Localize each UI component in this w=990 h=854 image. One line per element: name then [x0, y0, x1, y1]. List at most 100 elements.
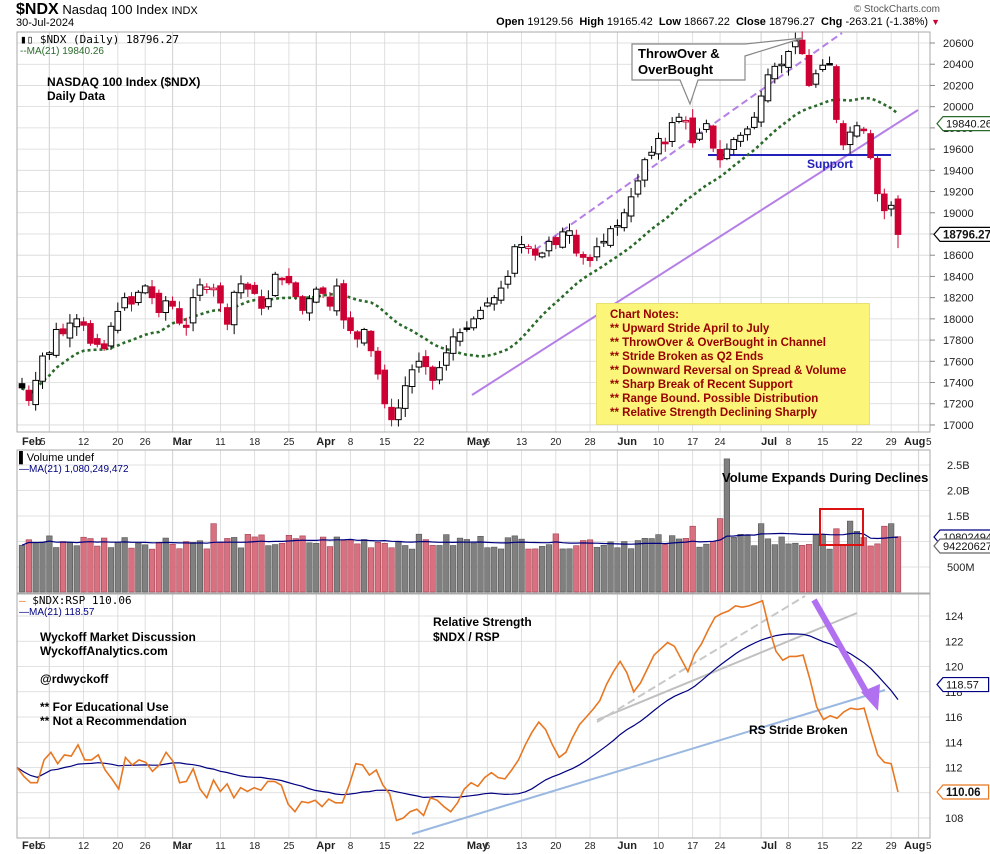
volume-bar — [655, 534, 662, 593]
price-panel — [16, 31, 931, 433]
date-tick-label: Mar — [173, 840, 193, 852]
date-tick-label: Jul — [761, 840, 777, 852]
volume-bar — [210, 523, 217, 593]
volume-bar — [552, 533, 559, 593]
price-title-line1: NASDAQ 100 Index ($NDX) — [47, 75, 201, 89]
volume-bar — [607, 541, 614, 593]
volume-bar — [320, 536, 327, 593]
price-tick-label: 17800 — [943, 335, 974, 347]
volume-bar — [764, 538, 772, 593]
volume-legend-series: Volume undef — [26, 452, 95, 464]
price-legend-series: $NDX (Daily) 18796.27 — [39, 33, 179, 46]
disclaimer-line1: ** For Educational Use — [40, 700, 169, 714]
volume-bar — [121, 537, 128, 593]
volume-bar — [306, 542, 313, 593]
volume-bar — [730, 537, 737, 593]
date-tick-label: Feb — [22, 436, 42, 448]
date-tick-label: 8 — [348, 841, 354, 852]
candle-body — [121, 297, 128, 309]
volume-bar — [217, 542, 224, 593]
date-tick-label: 18 — [249, 841, 261, 852]
date-tick-label: 20 — [550, 437, 562, 448]
volume-last-tag-box — [933, 538, 990, 554]
date-tick-label: 17 — [687, 841, 699, 852]
volume-bar — [53, 547, 60, 593]
volume-highlight-box — [819, 508, 864, 546]
volume-bar — [771, 544, 778, 593]
volume-bar — [669, 535, 676, 593]
volume-bar — [224, 538, 231, 593]
close-value: 18796.27 — [769, 16, 815, 28]
volume-bar — [374, 542, 381, 593]
note-item: ** Sharp Break of Recent Support — [610, 379, 793, 391]
date-tick-label: 5 — [40, 437, 46, 448]
volume-bar — [477, 535, 484, 593]
price-tick-label: 17200 — [943, 399, 974, 411]
price-tick-label: 18200 — [943, 293, 974, 305]
volume-tick-label: 2.5B — [947, 460, 970, 472]
date-tick-label: Jun — [617, 436, 637, 448]
volume-bar — [689, 525, 696, 593]
volume-bar — [203, 548, 210, 593]
candle-body — [470, 318, 477, 329]
candle-body — [655, 137, 662, 155]
volume-bar — [272, 544, 279, 593]
candle-body — [771, 65, 779, 80]
volume-bar — [66, 542, 74, 593]
candle-body — [135, 291, 142, 304]
ma-price-tag-box — [936, 116, 990, 132]
volume-bar — [354, 543, 361, 593]
note-item: ** Relative Strength Declining Sharply — [610, 407, 818, 419]
volume-bar — [429, 545, 436, 593]
rs-ma-legend-icon: — — [19, 607, 29, 618]
callout-line2: OverBought — [638, 62, 714, 77]
candle-body — [586, 256, 594, 262]
candle-body — [641, 159, 649, 181]
date-tick-label: 22 — [413, 437, 425, 448]
candle-body — [354, 331, 361, 340]
candle-body — [169, 300, 176, 307]
candle-body — [436, 367, 443, 381]
volume-note: Volume Expands During Declines — [722, 470, 929, 485]
rs-decline-arrow-shaft — [811, 598, 871, 697]
candle-body — [552, 237, 560, 246]
volume-bar — [888, 523, 895, 593]
date-tick-label: 15 — [379, 841, 391, 852]
volume-bar — [621, 541, 628, 593]
candle-body — [559, 231, 566, 248]
symbol-name: Nasdaq 100 Index — [62, 2, 168, 17]
note-item: ** ThrowOver & OverBought in Channel — [610, 337, 826, 349]
candle-body — [764, 74, 772, 102]
candle-body — [490, 297, 498, 305]
candle-body — [477, 309, 484, 320]
price-tick-label: 17400 — [943, 378, 974, 390]
price-tick-label: 18600 — [943, 250, 974, 262]
candle-body — [278, 277, 286, 281]
candle-body — [114, 310, 122, 331]
volume-bar — [189, 542, 197, 593]
candle-body — [73, 318, 81, 328]
candle-body — [162, 300, 170, 314]
axes: 2060020400202002000019800196001940019200… — [22, 38, 990, 852]
candle-body — [258, 296, 265, 309]
chart-title: $NDX Nasdaq 100 Index INDX — [16, 1, 198, 19]
candle-body — [593, 246, 601, 258]
candle-body — [367, 330, 375, 352]
volume-legend: ▌Volume undef —MA(21) 1,080,249,472 — [19, 452, 129, 476]
note-item: ** Downward Reversal on Spread & Volume — [610, 365, 847, 377]
candle-body — [874, 157, 881, 195]
ma-legend-icon: -- — [20, 46, 27, 57]
volume-bar — [484, 547, 491, 593]
volume-bar — [292, 538, 299, 593]
candle-body — [682, 119, 690, 123]
candle-body — [189, 297, 197, 324]
candle-body — [703, 123, 710, 130]
price-tick-label: 20400 — [943, 59, 974, 71]
volume-bar — [340, 540, 347, 593]
date-tick-label: Mar — [173, 436, 193, 448]
price-legend: ▮▯ $NDX (Daily) 18796.27 --MA(21) 19840.… — [20, 33, 179, 57]
volume-bar — [833, 528, 840, 593]
rs-legend: — $NDX:RSP 110.06 —MA(21) 118.57 — [19, 595, 132, 619]
candle-body — [319, 287, 327, 294]
candle-body — [381, 369, 389, 405]
